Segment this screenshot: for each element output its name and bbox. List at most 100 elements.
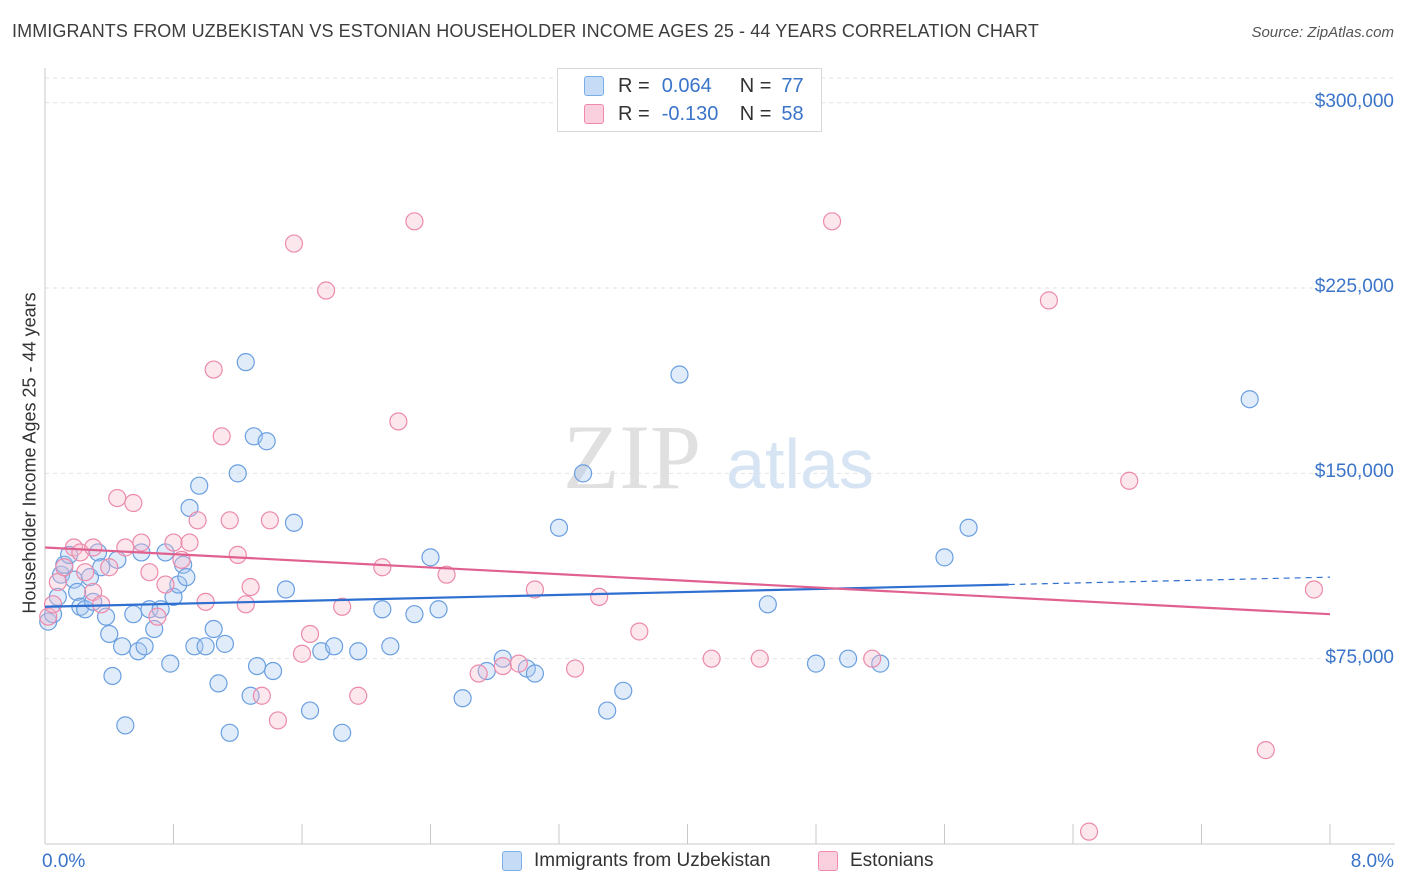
legend-r-label: R = xyxy=(618,74,650,97)
scatter-point xyxy=(135,637,154,656)
scatter-point xyxy=(204,619,223,639)
scatter-point xyxy=(1240,390,1259,409)
scatter-point xyxy=(284,513,304,532)
axes xyxy=(44,68,1395,845)
scatter-point xyxy=(177,568,196,587)
scatter-point xyxy=(188,511,207,530)
legend-n-value: 58 xyxy=(781,102,804,125)
scatter-point xyxy=(132,533,151,552)
scatter-point xyxy=(1039,291,1059,310)
scatter-point xyxy=(373,600,392,619)
x-tick-label-min: 0.0% xyxy=(42,851,86,872)
trend-line-estonians xyxy=(44,546,1331,616)
scatter-point xyxy=(509,654,528,673)
scatter-point xyxy=(525,580,545,599)
bottom-legend-label: Immigrants from Uzbekistan xyxy=(534,850,771,871)
scatter-point xyxy=(100,558,119,577)
scatter-point xyxy=(381,637,400,656)
scatter-point xyxy=(573,464,593,483)
legend-swatch-blue xyxy=(584,76,604,96)
scatter-point xyxy=(702,649,721,668)
scatter-point xyxy=(349,642,368,661)
series-estonians-points xyxy=(39,212,1324,841)
scatter-point xyxy=(839,649,858,668)
scatter-point xyxy=(333,597,352,616)
scatter-point xyxy=(209,674,228,693)
scatter-point xyxy=(263,661,283,681)
legend-n-label: N = xyxy=(739,102,772,125)
scatter-point xyxy=(549,518,569,537)
scatter-point xyxy=(1256,741,1275,760)
scatter-point xyxy=(236,353,255,372)
scatter-point xyxy=(228,464,247,483)
legend-n-value: 77 xyxy=(781,74,804,97)
trend-line-uzbekistan-extension xyxy=(1008,576,1331,586)
bottom-legend-swatch-blue xyxy=(502,851,522,871)
scatter-point xyxy=(300,701,320,720)
y-tick-label: $75,000 xyxy=(1325,646,1394,668)
scatter-point xyxy=(241,577,260,597)
scatter-point xyxy=(161,654,180,673)
scatter-point xyxy=(124,605,143,624)
legend-n-label: N = xyxy=(739,74,772,97)
scatter-point xyxy=(212,427,231,446)
scatter-point xyxy=(260,511,279,530)
watermark-zip: ZIP xyxy=(563,406,701,508)
scatter-point xyxy=(325,637,344,656)
scatter-point xyxy=(405,212,424,231)
y-tick-label: $225,000 xyxy=(1314,276,1394,298)
scatter-point xyxy=(276,580,296,599)
bottom-legend-estonians: Estonians xyxy=(818,850,933,872)
scatter-point xyxy=(190,476,209,495)
trend-lines xyxy=(44,546,1331,616)
scatter-point xyxy=(156,575,175,594)
bottom-legend-swatch-pink xyxy=(818,851,838,871)
scatter-point xyxy=(196,637,215,656)
scatter-point xyxy=(405,605,424,624)
scatter-point xyxy=(590,587,609,607)
scatter-point xyxy=(429,600,448,619)
scatter-point xyxy=(1304,580,1324,599)
scatter-point xyxy=(55,558,74,577)
scatter-point xyxy=(292,644,312,663)
scatter-point xyxy=(469,664,488,683)
scatter-point xyxy=(215,634,234,653)
legend-swatch-pink xyxy=(584,104,604,124)
scatter-point xyxy=(935,548,954,567)
scatter-point xyxy=(373,558,392,577)
correlation-legend: R = 0.064 N = 77 R = -0.130 N = 58 xyxy=(557,68,822,132)
scatter-point xyxy=(247,656,267,676)
scatter-point xyxy=(284,234,304,253)
scatter-point xyxy=(525,664,545,683)
scatter-point xyxy=(1120,471,1139,490)
scatter-point xyxy=(100,624,119,644)
scatter-point xyxy=(76,563,95,582)
legend-r-value: -0.130 xyxy=(661,102,719,125)
scatter-point xyxy=(758,595,777,614)
scatter-point xyxy=(164,533,183,552)
scatter-point xyxy=(180,533,199,552)
scatter-point xyxy=(316,281,336,300)
scatter-point xyxy=(822,212,842,231)
y-axis-label: Householder Income Ages 25 - 44 years xyxy=(19,292,40,614)
legend-r-label: R = xyxy=(618,102,650,125)
scatter-point xyxy=(670,365,689,384)
scatter-point xyxy=(68,582,87,602)
scatter-point xyxy=(228,545,247,564)
series-uzbekistan-points xyxy=(39,353,1259,742)
scatter-point xyxy=(140,563,159,582)
scatter-point xyxy=(108,488,127,508)
scatter-point xyxy=(1079,822,1099,841)
source-label: Source: ZipAtlas.com xyxy=(1251,24,1394,41)
scatter-point xyxy=(453,689,472,708)
scatter-point xyxy=(148,607,167,626)
watermark-atlas: atlas xyxy=(726,425,874,503)
scatter-point xyxy=(220,511,239,530)
chart-title: IMMIGRANTS FROM UZBEKISTAN VS ESTONIAN H… xyxy=(12,21,1039,41)
scatter-point xyxy=(421,548,440,567)
bottom-legend-label: Estonians xyxy=(850,850,934,871)
scatter-point xyxy=(565,659,585,678)
scatter-point xyxy=(112,637,132,656)
scatter-point xyxy=(257,432,276,451)
